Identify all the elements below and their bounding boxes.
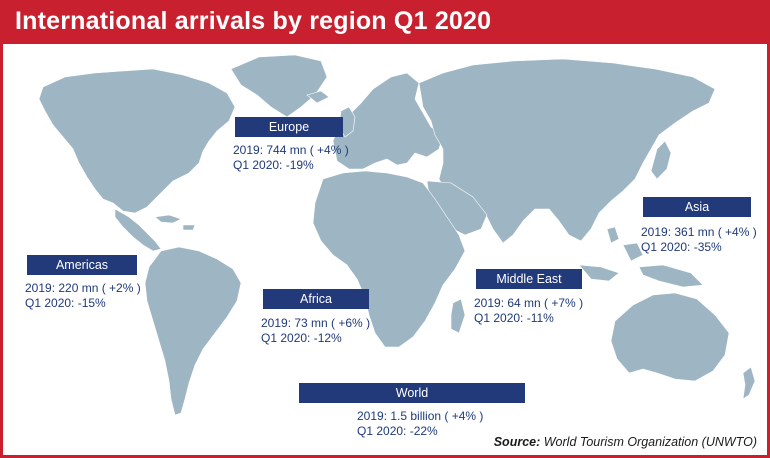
australia-landmass xyxy=(610,292,730,382)
stat-asia-2019: 2019: 361 mn ( +4% ) xyxy=(641,225,757,239)
japan xyxy=(650,140,672,180)
label-europe: Europe xyxy=(235,117,343,137)
label-africa: Africa xyxy=(263,289,369,309)
central-america-landmass xyxy=(114,208,162,252)
africa-landmass xyxy=(312,170,466,348)
south-america-landmass xyxy=(144,246,242,416)
label-middle-east: Middle East xyxy=(476,269,582,289)
label-world: World xyxy=(299,383,525,403)
stat-asia-q1: Q1 2020: -35% xyxy=(641,240,722,254)
stat-americas-2019: 2019: 220 mn ( +2% ) xyxy=(25,281,141,295)
stat-americas-q1: Q1 2020: -15% xyxy=(25,296,106,310)
source-text: World Tourism Organization (UNWTO) xyxy=(543,435,757,449)
greenland-landmass xyxy=(230,54,328,118)
caribbean-islands xyxy=(154,214,196,231)
source-credit: Source: World Tourism Organization (UNWT… xyxy=(494,435,757,449)
southeast-asia-islands xyxy=(578,226,704,288)
new-zealand xyxy=(742,366,756,400)
madagascar xyxy=(450,298,466,334)
label-americas: Americas xyxy=(27,255,137,275)
stat-middle-east-2019: 2019: 64 mn ( +7% ) xyxy=(474,296,584,310)
stat-africa-2019: 2019: 73 mn ( +6% ) xyxy=(261,316,371,330)
stat-europe-q1: Q1 2020: -19% xyxy=(233,158,314,172)
north-america-landmass xyxy=(38,68,236,214)
iceland xyxy=(306,90,330,104)
stat-europe-2019: 2019: 744 mn ( +4% ) xyxy=(233,143,349,157)
source-label: Source: xyxy=(493,435,541,449)
stat-world-q1: Q1 2020: -22% xyxy=(357,424,438,438)
page-title: International arrivals by region Q1 2020 xyxy=(15,7,492,35)
stat-africa-q1: Q1 2020: -12% xyxy=(261,331,342,345)
label-asia: Asia xyxy=(643,197,751,217)
stat-middle-east-q1: Q1 2020: -11% xyxy=(474,311,554,325)
title-bar: International arrivals by region Q1 2020 xyxy=(3,3,767,44)
stat-world-2019: 2019: 1.5 billion ( +4% ) xyxy=(357,409,484,423)
world-map xyxy=(38,54,756,416)
